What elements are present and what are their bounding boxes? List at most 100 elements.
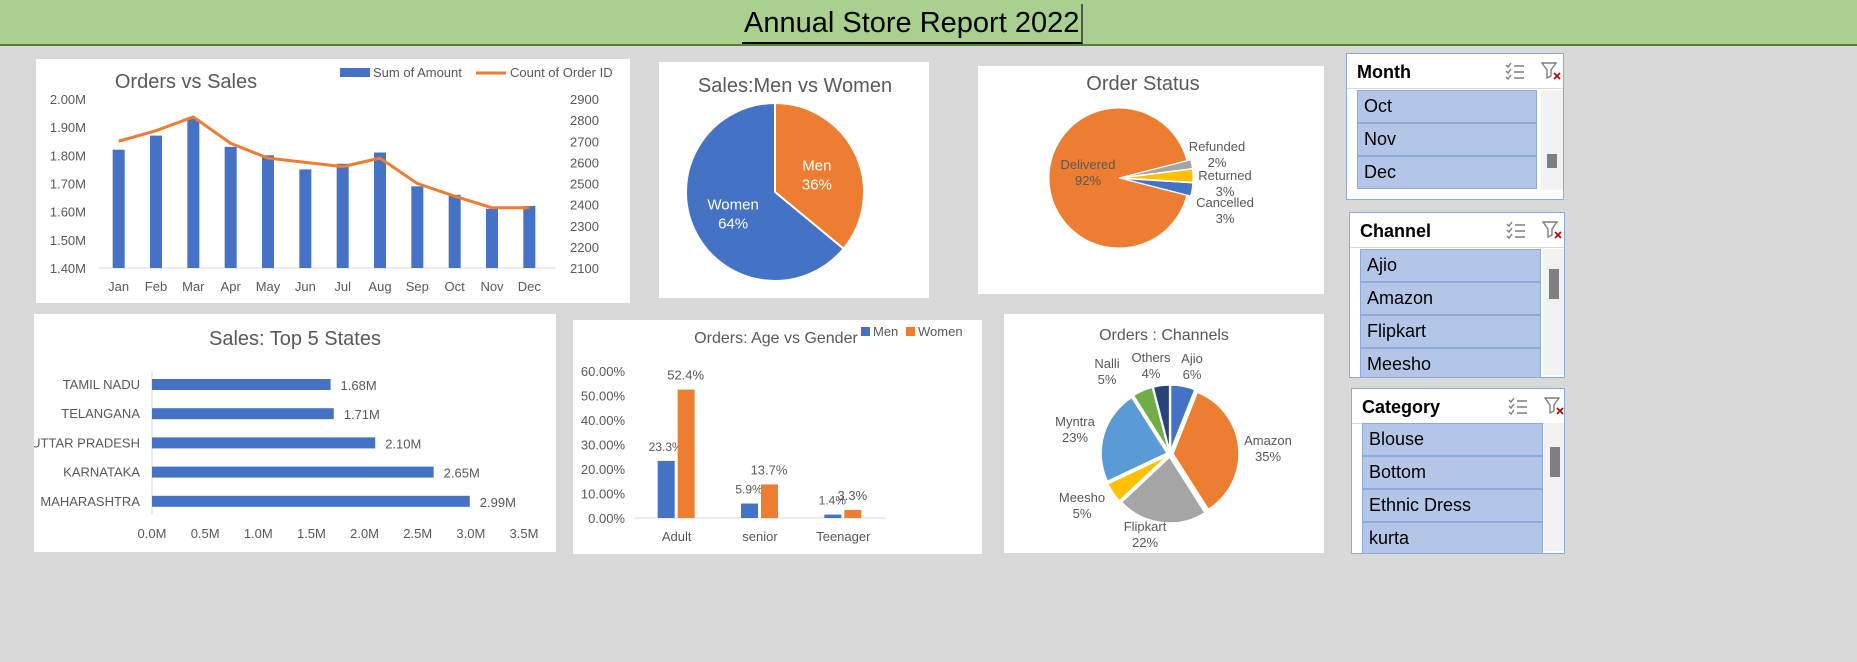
bar-men [824,514,842,518]
x-tick-label: Jun [295,279,316,294]
multi-select-icon[interactable] [1508,397,1528,415]
x-tick-label: May [256,279,281,294]
bar-amount [411,186,424,268]
slicer-item-kurta[interactable]: kurta [1362,522,1543,553]
orders-vs-sales-panel: Orders vs Sales Sum of Amount Count of Ord… [36,59,630,303]
x-tick-label: Mar [182,279,205,294]
slice-pct: 5% [1098,372,1117,387]
y-right-tick: 2900 [570,92,599,107]
x-tick-label: Nov [480,279,504,294]
data-label: 1.71M [344,407,380,422]
legend-swatch-amount [340,68,370,77]
x-tick-label: Adult [662,529,692,544]
bar-amount [448,194,461,268]
y-left-tick: 1.90M [50,120,86,135]
bar-amount [523,206,536,268]
top-states-panel: Sales: Top 5 States 0.0M 0.5M 1.0M 1.5M 2.0M 2… [34,314,556,552]
category-label: TAMIL NADU [63,377,140,392]
category-slicer[interactable]: Category Blouse Bottom Ethnic Dress kurt… [1351,388,1565,554]
report-title[interactable]: Annual Store Report 2022 [742,4,1084,44]
y-tick-label: 60.00% [581,364,626,379]
chart-title: Order Status [1086,73,1199,95]
slice-pct: 2% [1208,155,1227,170]
bar-amount [299,169,312,268]
y-left-tick: 1.80M [50,148,86,163]
y-left-tick: 1.50M [50,233,86,248]
data-label: 2.65M [444,466,480,481]
clear-filter-icon[interactable] [1542,221,1562,239]
y-right-tick: 2200 [570,240,599,255]
category-scrollbar[interactable] [1544,423,1564,551]
bar-men [657,460,675,518]
slice-label: Ajio [1181,351,1203,366]
slicer-item-flipkart[interactable]: Flipkart [1360,315,1541,348]
slice-pct: 3% [1216,211,1235,226]
chart-title: Orders: Age vs Gender [694,330,858,347]
legend-label-amount: Sum of Amount [373,65,462,80]
slice-label: Women [707,197,758,214]
line-orders [118,115,530,210]
slicer-item-blouse[interactable]: Blouse [1362,423,1543,456]
multi-select-icon[interactable] [1505,62,1525,80]
x-tick-label: 0.0M [138,526,167,541]
chart-title: Sales:Men vs Women [698,75,892,97]
channel-scrollbar[interactable] [1543,249,1564,375]
legend-label-women: Women [918,324,963,339]
slice-pct: 5% [1073,506,1092,521]
x-tick-label: Jul [334,279,351,294]
order-status-panel: Order Status Delivered 92% Refunded 2% Return… [978,66,1324,294]
bar-women [761,484,778,518]
y-tick-label: 40.00% [581,413,626,428]
slice-label: Myntra [1055,414,1096,429]
slicer-item-ajio[interactable]: Ajio [1360,249,1541,282]
bar-amount [262,155,274,268]
bar-men [741,503,758,518]
slice-pct: 23% [1062,430,1088,445]
slicer-item-ethnic-dress[interactable]: Ethnic Dress [1362,489,1543,522]
data-label: 13.7% [751,462,788,477]
top-states-chart: Sales: Top 5 States 0.0M 0.5M 1.0M 1.5M 2.0M 2… [34,328,538,541]
orders-vs-sales-chart: Orders vs Sales Sum of Amount Count of Ord… [50,65,613,294]
slicer-item-bottom[interactable]: Bottom [1362,456,1543,489]
data-label: 1.4% [819,494,847,508]
slicer-item-oct[interactable]: Oct [1357,90,1537,123]
slicer-item-meesho[interactable]: Meesho [1360,348,1541,377]
x-tick-label: Teenager [816,529,871,544]
legend-swatch-men [861,327,870,336]
clear-filter-icon[interactable] [1544,397,1564,415]
x-tick-label: Feb [145,279,167,294]
y-tick-label: 0.00% [588,511,625,526]
y-left-tick: 1.70M [50,177,86,192]
bar-state [152,379,331,390]
category-slicer-title: Category [1362,397,1441,417]
slicer-item-amazon[interactable]: Amazon [1360,282,1541,315]
x-tick-label: 3.0M [456,526,485,541]
category-scroll-thumb[interactable] [1550,447,1560,477]
pie-slice-ajio [1169,384,1196,452]
slicer-item-nov[interactable]: Nov [1357,123,1537,156]
slicer-item-dec[interactable]: Dec [1357,156,1537,189]
category-label: MAHARASHTRA [40,494,140,509]
multi-select-icon[interactable] [1506,221,1526,239]
pie-slice-flipkart [1120,455,1207,524]
data-label: 2.99M [480,495,516,510]
clear-filter-icon[interactable] [1541,62,1561,80]
pie-slice-cancelled [1122,178,1194,197]
slice-label: Amazon [1244,433,1292,448]
slice-pct: 4% [1142,366,1161,381]
category-slicer-header: Category [1352,389,1564,424]
month-scrollbar[interactable] [1541,90,1563,190]
y-tick-label: 20.00% [581,462,626,477]
bar-state [152,466,434,478]
month-slicer-header: Month [1347,54,1563,89]
month-slicer[interactable]: Month Oct Nov Dec [1346,53,1564,200]
month-scroll-thumb[interactable] [1547,154,1557,168]
pie-slice-delivered [1048,107,1188,249]
x-tick-label: Oct [445,279,466,294]
channel-scroll-thumb[interactable] [1549,269,1559,299]
channel-slicer[interactable]: Channel Ajio Amazon Flipkart Meesho [1349,212,1565,378]
x-tick-label: senior [742,529,778,544]
pie-slice-men [774,101,865,251]
slice-pct: 3% [1216,184,1235,199]
bar-women [677,389,695,518]
